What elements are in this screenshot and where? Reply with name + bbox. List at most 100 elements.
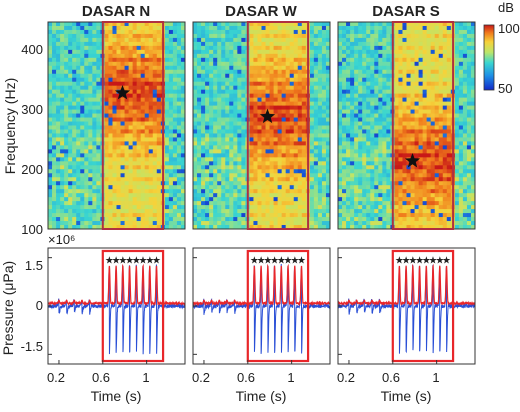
spectrogram-cell <box>193 157 198 161</box>
spectrogram-cell <box>270 205 275 209</box>
spectrogram-cell <box>117 114 122 118</box>
spectrogram-cell <box>121 169 126 173</box>
spectrogram-cell <box>153 141 158 145</box>
spectrogram-cell <box>241 66 246 70</box>
spectrogram-cell <box>173 197 178 201</box>
spectrogram-cell <box>60 133 65 137</box>
spectrogram-cell <box>467 78 472 82</box>
spectrogram-cell <box>56 137 61 141</box>
spectrogram-cell <box>439 102 444 106</box>
spectrogram-cell <box>257 129 262 133</box>
spectrogram-cell <box>290 26 295 30</box>
spectrogram-cell <box>298 94 303 98</box>
spectrogram-cell <box>302 189 307 193</box>
spectrogram-cell <box>274 153 279 157</box>
spectrogram-cell <box>266 34 271 38</box>
spectrogram-cell <box>108 118 113 122</box>
spectrogram-cell <box>467 137 472 141</box>
spectrogram-cell <box>249 54 254 58</box>
spectrogram-cell <box>96 74 101 78</box>
spectrogram-cell <box>233 74 238 78</box>
spectrogram-cell <box>463 149 468 153</box>
spectrogram-cell <box>145 133 150 137</box>
spectrogram-cell <box>237 22 242 26</box>
spectrogram-cell <box>310 90 315 94</box>
spectrogram-cell <box>423 82 428 86</box>
spectrogram-cell <box>290 133 295 137</box>
spectrogram-cell <box>133 78 138 82</box>
spectrogram-cell <box>48 58 53 62</box>
spectrogram-cell <box>274 133 279 137</box>
spectrogram-cell <box>112 34 117 38</box>
spectrogram-cell <box>274 209 279 213</box>
spectrogram-cell <box>205 30 210 34</box>
spectrogram-cell <box>322 157 327 161</box>
spectrogram-cell <box>407 173 412 177</box>
spectrogram-cell <box>370 94 375 98</box>
spectrogram-cell <box>257 34 262 38</box>
spectrogram-cell <box>382 82 387 86</box>
spectrogram-cell <box>121 177 126 181</box>
spectrogram-cell <box>278 201 283 205</box>
spectrogram-cell <box>382 78 387 82</box>
spectrogram-cell <box>237 129 242 133</box>
spectrogram-cell <box>362 46 367 50</box>
spectrogram-cell <box>129 106 134 110</box>
spectrogram-cell <box>157 145 162 149</box>
spectrogram-cell <box>322 74 327 78</box>
spectrogram-cell <box>52 26 57 30</box>
spectrogram-cell <box>443 90 448 94</box>
spectrogram-cell <box>423 153 428 157</box>
spectrogram-cell <box>233 205 238 209</box>
spectrogram-cell <box>338 145 343 149</box>
spectrogram-cell <box>121 30 126 34</box>
spectrogram-cell <box>64 86 69 90</box>
spectrogram-cell <box>205 201 210 205</box>
spectrogram-cell <box>153 181 158 185</box>
spectrogram-cell <box>48 161 53 165</box>
spectrogram-cell <box>60 221 65 225</box>
spectrogram-cell <box>249 26 254 30</box>
spectrogram-cell <box>237 137 242 141</box>
spectrogram-cell <box>68 90 73 94</box>
spectrogram-cell <box>342 173 347 177</box>
spectrogram-cell <box>298 165 303 169</box>
spectrogram-cell <box>48 42 53 46</box>
spectrogram-cell <box>443 141 448 145</box>
spectrogram-cell <box>342 161 347 165</box>
spectrogram-cell <box>314 169 319 173</box>
spectrogram-cell <box>443 129 448 133</box>
spectrogram-cell <box>415 98 420 102</box>
spectrogram-cell <box>443 42 448 46</box>
spectrogram-cell <box>145 161 150 165</box>
spectrogram-cell <box>290 94 295 98</box>
spectrogram-cell <box>402 185 407 189</box>
spectrogram-cell <box>241 149 246 153</box>
spectrogram-cell <box>431 145 436 149</box>
spectrogram-cell <box>233 70 238 74</box>
spectrogram-cell <box>310 153 315 157</box>
spectrogram-cell <box>378 102 383 106</box>
spectrogram-cell <box>290 86 295 90</box>
spectrogram-cell <box>56 38 61 42</box>
spectrogram-cell <box>133 177 138 181</box>
spectrogram-cell <box>193 177 198 181</box>
spectrogram-cell <box>266 213 271 217</box>
spectrogram-cell <box>117 78 122 82</box>
spectrogram-cell <box>108 26 113 30</box>
spectrogram-cell <box>157 221 162 225</box>
spectrogram-cell <box>108 129 113 133</box>
spectrogram-cell <box>125 165 130 169</box>
spectrogram-w <box>193 22 331 230</box>
spectrogram-cell <box>104 94 109 98</box>
spectrogram-cell <box>411 145 416 149</box>
spectrogram-cell <box>201 46 206 50</box>
spectrogram-cell <box>157 26 162 30</box>
spectrogram-cell <box>60 205 65 209</box>
spectrogram-cell <box>88 145 93 149</box>
spectrogram-cell <box>92 205 97 209</box>
spectrogram-cell <box>149 126 154 130</box>
spectrogram-cell <box>314 86 319 90</box>
spectrogram-cell <box>274 173 279 177</box>
spectrogram-cell <box>217 165 222 169</box>
